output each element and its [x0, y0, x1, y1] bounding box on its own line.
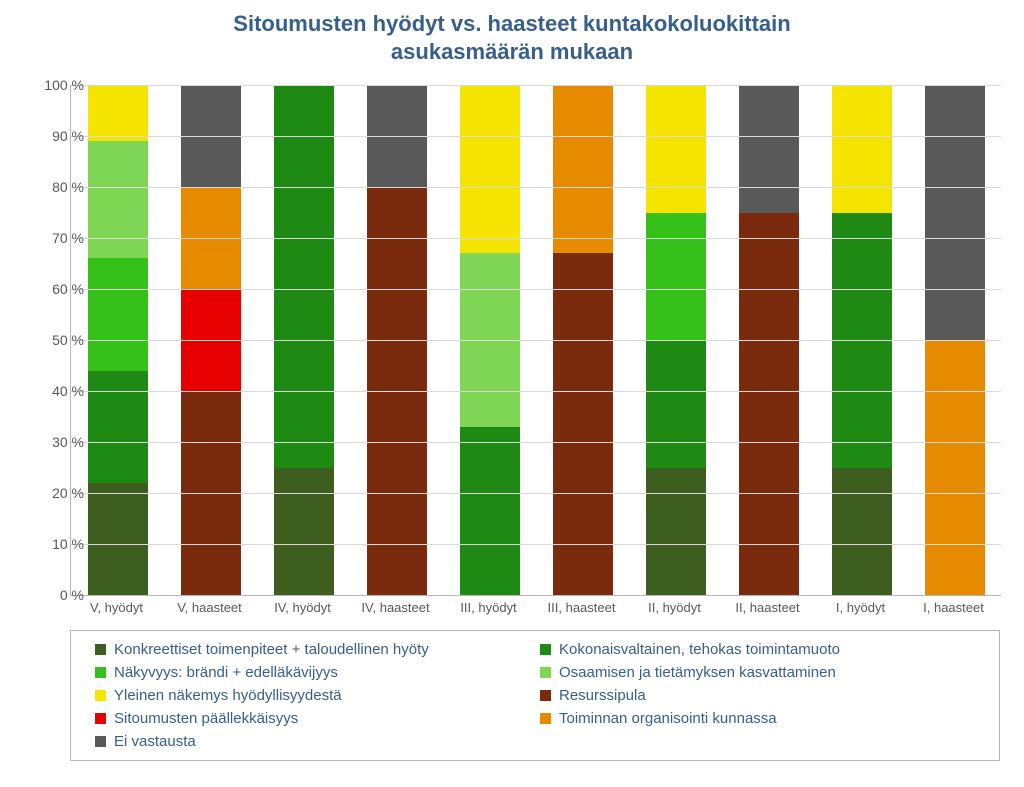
legend-item-yleinen: Yleinen näkemys hyödyllisyydestä	[95, 687, 530, 704]
legend-item-kokonaisvaltainen: Kokonaisvaltainen, tehokas toimintamuoto	[540, 641, 975, 658]
bar-segment-nakyvyys	[646, 213, 706, 341]
x-tick-label: V, haasteet	[163, 600, 256, 615]
y-tick-label: 40 %	[24, 383, 84, 399]
bar-segment-osaamisen	[88, 141, 148, 258]
legend-swatch	[95, 736, 106, 747]
gridline	[71, 238, 1001, 239]
gridline	[71, 442, 1001, 443]
gridline	[71, 187, 1001, 188]
legend-swatch	[95, 713, 106, 724]
y-tick-label: 90 %	[24, 128, 84, 144]
legend-label: Yleinen näkemys hyödyllisyydestä	[114, 687, 342, 704]
bar-segment-resurssipula	[739, 213, 799, 596]
y-tick-label: 30 %	[24, 434, 84, 450]
bar-segment-konkreettiset	[274, 468, 334, 596]
x-tick-label: I, hyödyt	[814, 600, 907, 615]
bar-segment-kokonaisvaltainen	[460, 427, 520, 595]
legend-item-nakyvyys: Näkyvyys: brändi + edelläkävijyys	[95, 664, 530, 681]
y-tick-label: 0 %	[24, 587, 84, 603]
legend-label: Resurssipula	[559, 687, 646, 704]
legend-label: Kokonaisvaltainen, tehokas toimintamuoto	[559, 641, 840, 658]
x-tick-label: I, haasteet	[907, 600, 1000, 615]
x-tick-label: IV, haasteet	[349, 600, 442, 615]
y-tick-label: 100 %	[24, 77, 84, 93]
bar-segment-konkreettiset	[832, 468, 892, 596]
bar-segment-kokonaisvaltainen	[274, 85, 334, 468]
chart-title-line2: asukasmäärän mukaan	[391, 39, 633, 64]
bar-segment-konkreettiset	[646, 468, 706, 596]
legend-label: Osaamisen ja tietämyksen kasvattaminen	[559, 664, 836, 681]
legend-swatch	[540, 644, 551, 655]
gridline	[71, 289, 1001, 290]
bar-segment-konkreettiset	[88, 483, 148, 595]
x-tick-label: III, haasteet	[535, 600, 628, 615]
legend-label: Toiminnan organisointi kunnassa	[559, 710, 777, 727]
legend-item-eivastausta: Ei vastausta	[95, 733, 530, 750]
x-tick-label: II, haasteet	[721, 600, 814, 615]
gridline	[71, 340, 1001, 341]
bar-segment-yleinen	[88, 85, 148, 141]
gridline	[71, 85, 1001, 86]
bar-segment-toiminnan	[553, 85, 613, 253]
legend-swatch	[540, 690, 551, 701]
x-axis-labels: V, hyödytV, haasteetIV, hyödytIV, haaste…	[70, 600, 1000, 615]
bar-segment-eivastausta	[739, 85, 799, 213]
bar-segment-yleinen	[832, 85, 892, 213]
y-tick-label: 50 %	[24, 332, 84, 348]
legend-swatch	[95, 667, 106, 678]
bar-segment-kokonaisvaltainen	[88, 371, 148, 483]
y-tick-label: 80 %	[24, 179, 84, 195]
chart-title: Sitoumusten hyödyt vs. haasteet kuntakok…	[0, 0, 1024, 65]
legend-label: Konkreettiset toimenpiteet + taloudellin…	[114, 641, 429, 658]
legend-item-toiminnan: Toiminnan organisointi kunnassa	[540, 710, 975, 727]
legend-item-resurssipula: Resurssipula	[540, 687, 975, 704]
bar-segment-yleinen	[460, 85, 520, 253]
legend-grid: Konkreettiset toimenpiteet + taloudellin…	[95, 641, 975, 750]
plot-area	[70, 85, 1001, 596]
chart-title-line1: Sitoumusten hyödyt vs. haasteet kuntakok…	[233, 11, 790, 36]
chart-container: Sitoumusten hyödyt vs. haasteet kuntakok…	[0, 0, 1024, 787]
legend-item-paallekkaisyys: Sitoumusten päällekkäisyys	[95, 710, 530, 727]
bar-segment-nakyvyys	[88, 258, 148, 370]
legend-item-konkreettiset: Konkreettiset toimenpiteet + taloudellin…	[95, 641, 530, 658]
legend-label: Näkyvyys: brändi + edelläkävijyys	[114, 664, 338, 681]
gridline	[71, 493, 1001, 494]
bar-segment-toiminnan	[925, 340, 985, 595]
legend-swatch	[540, 667, 551, 678]
y-tick-label: 60 %	[24, 281, 84, 297]
y-tick-label: 10 %	[24, 536, 84, 552]
gridline	[71, 391, 1001, 392]
legend: Konkreettiset toimenpiteet + taloudellin…	[70, 630, 1000, 761]
legend-item-osaamisen: Osaamisen ja tietämyksen kasvattaminen	[540, 664, 975, 681]
y-tick-label: 70 %	[24, 230, 84, 246]
bar-segment-eivastausta	[925, 85, 985, 340]
x-tick-label: IV, hyödyt	[256, 600, 349, 615]
gridline	[71, 544, 1001, 545]
y-tick-label: 20 %	[24, 485, 84, 501]
gridline	[71, 136, 1001, 137]
legend-label: Ei vastausta	[114, 733, 196, 750]
legend-swatch	[95, 690, 106, 701]
legend-swatch	[95, 644, 106, 655]
x-tick-label: III, hyödyt	[442, 600, 535, 615]
bar-segment-kokonaisvaltainen	[646, 340, 706, 468]
bar-segment-yleinen	[646, 85, 706, 213]
x-tick-label: II, hyödyt	[628, 600, 721, 615]
legend-swatch	[540, 713, 551, 724]
legend-label: Sitoumusten päällekkäisyys	[114, 710, 298, 727]
